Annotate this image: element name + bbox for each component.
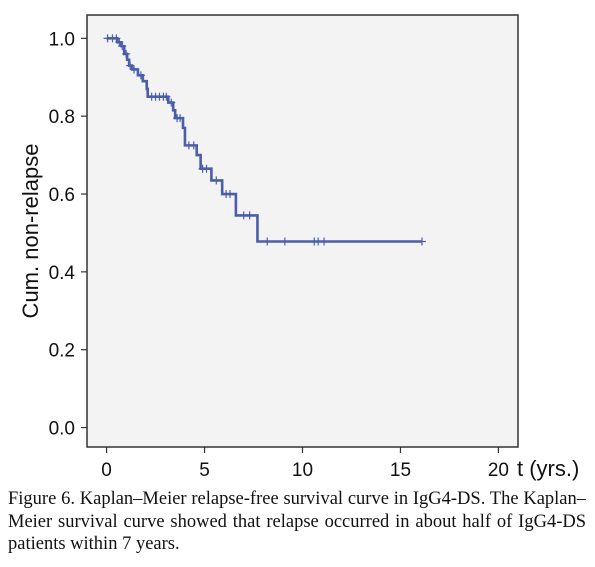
censor-mark [118, 42, 127, 51]
y-tick-label: 0.0 [49, 419, 75, 440]
x-tick-label: 5 [199, 460, 210, 481]
x-axis-title: t (yrs.) [517, 456, 579, 481]
censor-mark [202, 164, 211, 173]
y-axis-title: Cum. non-relapse [18, 144, 43, 319]
y-tick-label: 0.8 [49, 107, 75, 128]
x-tick-label: 20 [488, 460, 509, 481]
censor-mark [176, 114, 185, 123]
censor-mark [162, 92, 171, 101]
censor-mark [263, 237, 272, 246]
y-tick-label: 0.4 [49, 263, 76, 284]
km-chart: 0.0 0.2 0.4 0.6 0.8 1.0 0 5 10 15 20 t (yrs.) Cum… [18, 14, 579, 481]
y-axis-ticks: 0.0 0.2 0.4 0.6 0.8 1.0 [49, 29, 87, 440]
censor-mark [122, 49, 131, 58]
survival-curve [106, 37, 423, 243]
censor-mark [320, 237, 329, 246]
x-tick-label: 15 [390, 460, 411, 481]
censor-mark [212, 176, 221, 185]
x-axis-ticks: 0 5 10 15 20 [101, 447, 509, 481]
censor-mark [418, 237, 427, 246]
figure-caption: Figure 6. Kaplan–Meier relapse-free surv… [8, 489, 586, 554]
x-tick-label: 10 [292, 460, 313, 481]
censor-mark [245, 211, 254, 220]
survival-series [103, 34, 427, 246]
plot-area [86, 14, 519, 448]
censor-mark [136, 71, 145, 80]
censor-mark [189, 141, 198, 150]
censor-mark [167, 98, 176, 107]
censor-mark [280, 237, 289, 246]
censor-mark [126, 61, 135, 70]
censor-mark [130, 65, 139, 74]
y-tick-label: 1.0 [49, 29, 75, 50]
censor-mark [226, 190, 235, 199]
y-tick-label: 0.6 [49, 185, 75, 206]
y-tick-label: 0.2 [49, 341, 75, 362]
x-tick-label: 0 [101, 460, 112, 481]
